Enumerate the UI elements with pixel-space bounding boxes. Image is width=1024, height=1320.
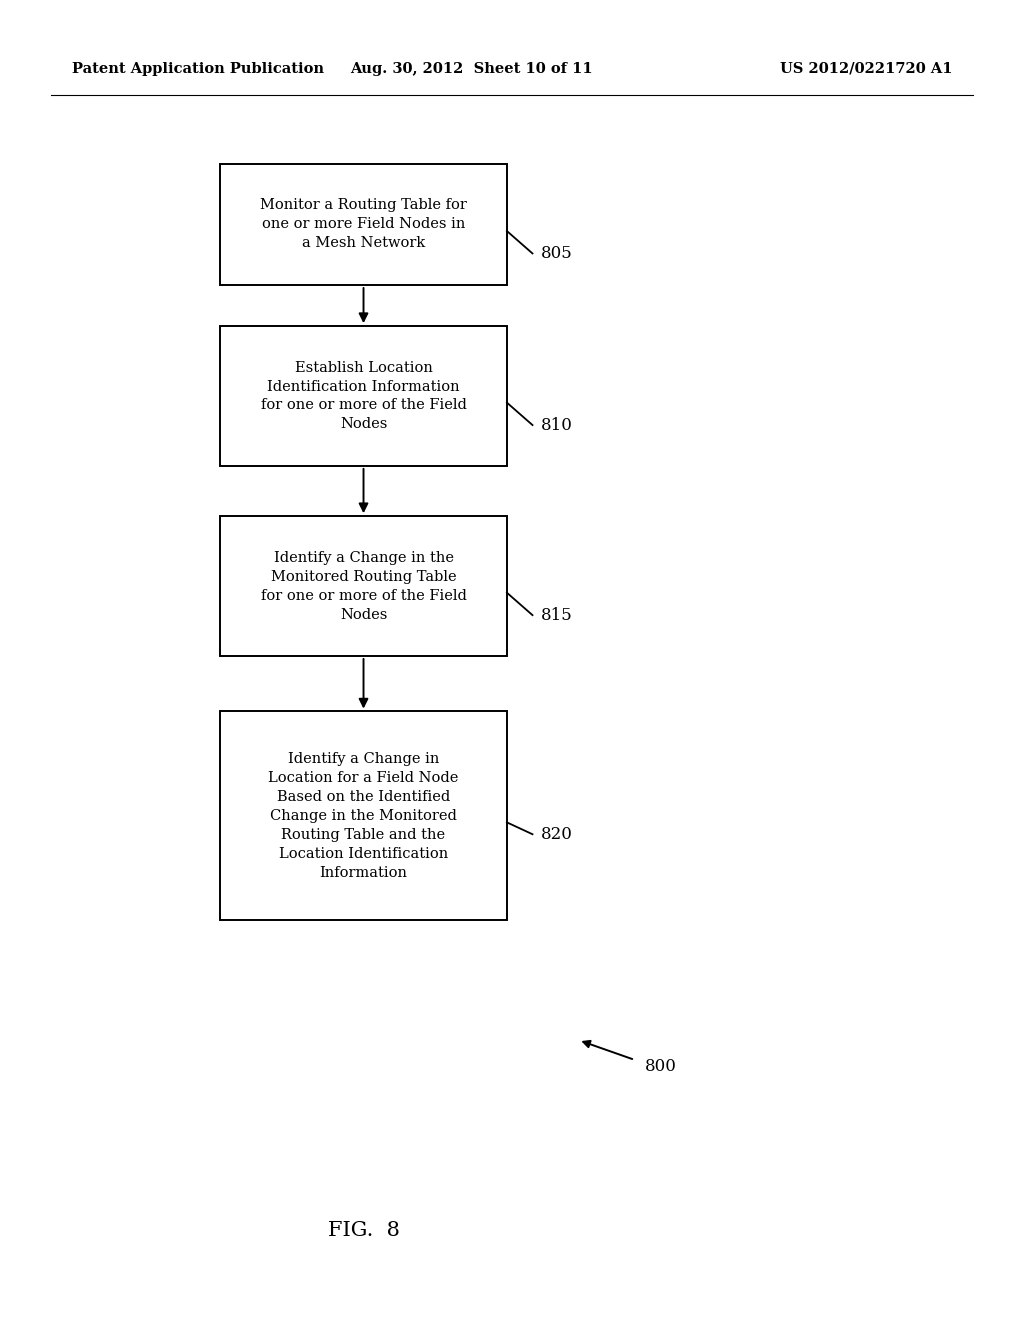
Text: 820: 820 — [541, 826, 572, 842]
Bar — [220, 326, 507, 466]
Text: 805: 805 — [541, 246, 572, 261]
Bar — [220, 711, 507, 920]
Text: Identify a Change in the
Monitored Routing Table
for one or more of the Field
No: Identify a Change in the Monitored Routi… — [260, 550, 467, 622]
Text: US 2012/0221720 A1: US 2012/0221720 A1 — [780, 62, 952, 75]
Text: Aug. 30, 2012  Sheet 10 of 11: Aug. 30, 2012 Sheet 10 of 11 — [350, 62, 592, 75]
Text: FIG.  8: FIG. 8 — [328, 1221, 399, 1239]
Text: Identify a Change in
Location for a Field Node
Based on the Identified
Change in: Identify a Change in Location for a Fiel… — [268, 752, 459, 879]
Bar — [220, 164, 507, 285]
Bar — [220, 516, 507, 656]
Text: 810: 810 — [541, 417, 572, 433]
Text: Monitor a Routing Table for
one or more Field Nodes in
a Mesh Network: Monitor a Routing Table for one or more … — [260, 198, 467, 251]
Text: 815: 815 — [541, 607, 572, 623]
Text: Establish Location
Identification Information
for one or more of the Field
Nodes: Establish Location Identification Inform… — [260, 360, 467, 432]
Text: 800: 800 — [645, 1059, 677, 1074]
Text: Patent Application Publication: Patent Application Publication — [72, 62, 324, 75]
